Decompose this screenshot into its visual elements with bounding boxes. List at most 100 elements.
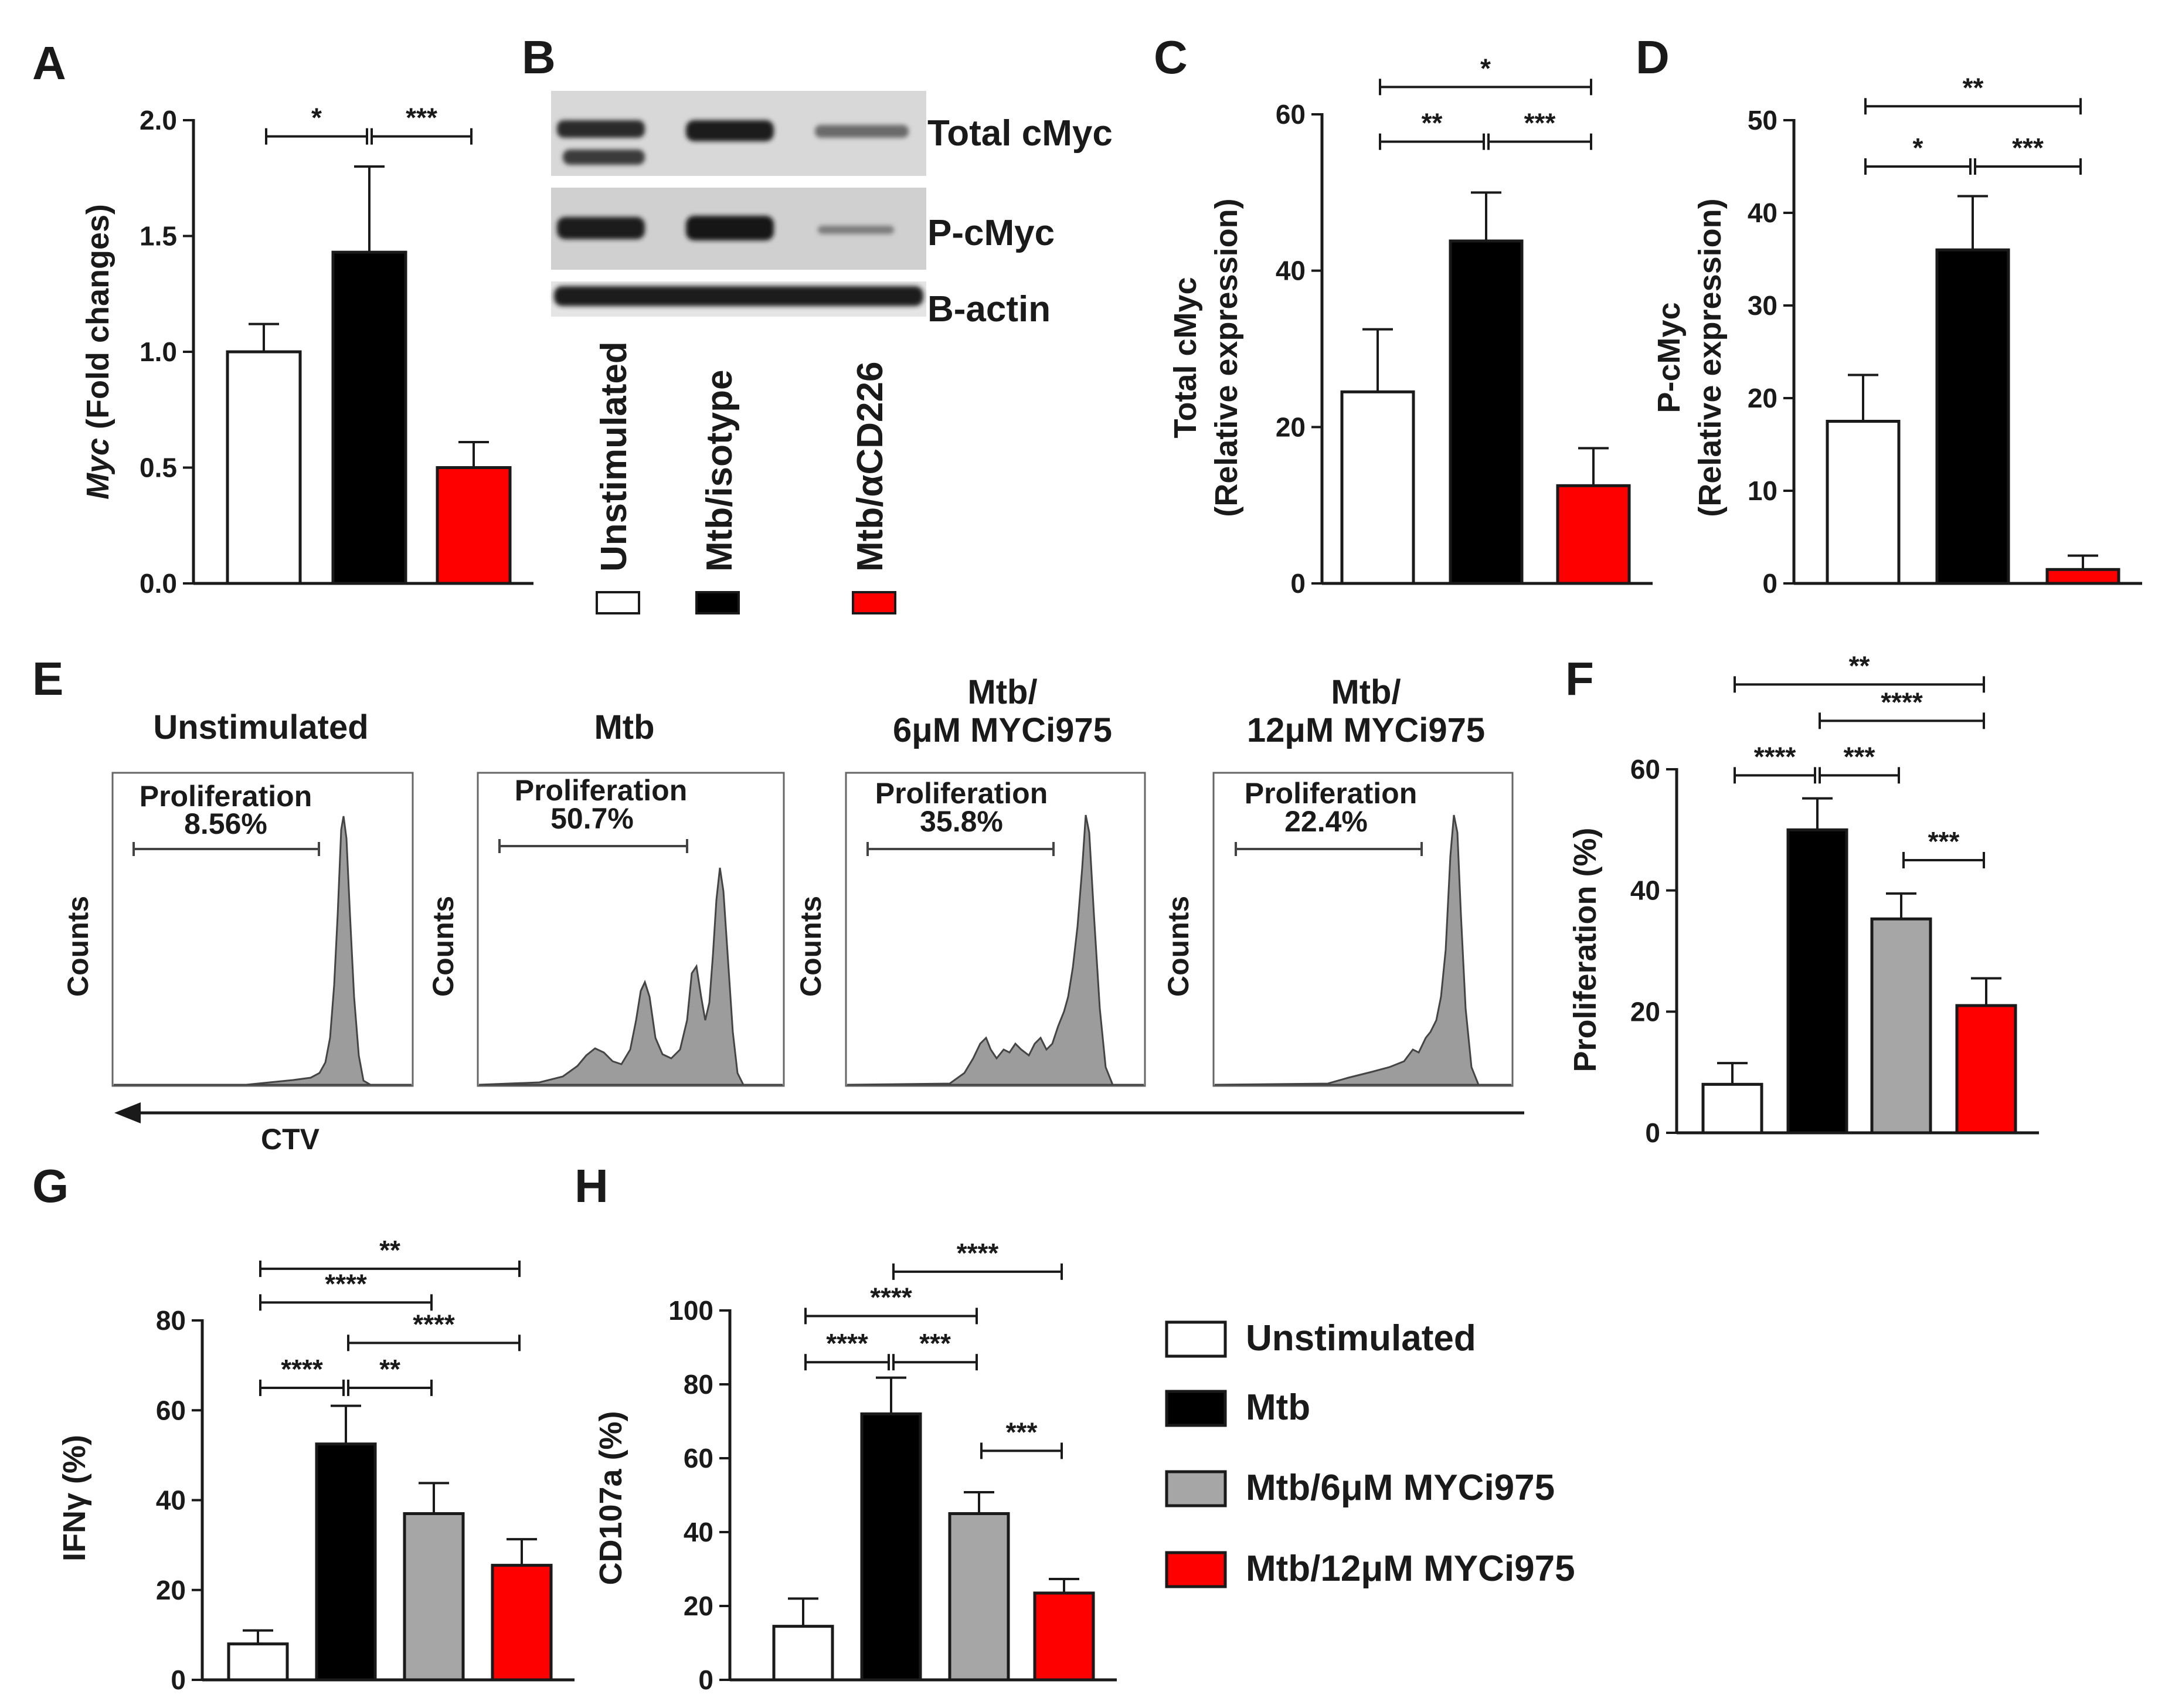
significance-label: *** xyxy=(1928,826,1960,857)
y-axis-label: IFNγ (%) xyxy=(57,1435,92,1561)
y-tick-label: 0 xyxy=(1290,568,1306,599)
significance-label: **** xyxy=(413,1309,455,1339)
flow-frame xyxy=(845,772,1146,1087)
flow-y-label: Counts xyxy=(1162,896,1195,997)
significance-label: * xyxy=(311,103,322,133)
y-tick-label: 50 xyxy=(1748,105,1777,135)
flow-frame xyxy=(1212,772,1514,1087)
y-tick-label: 40 xyxy=(1276,256,1306,286)
bar xyxy=(491,1564,553,1682)
y-tick-label: 40 xyxy=(1630,875,1660,906)
bar xyxy=(1786,828,1848,1135)
significance-label: * xyxy=(1480,53,1491,83)
y-tick-label: 60 xyxy=(1630,754,1660,785)
legend-label-mtb: Mtb xyxy=(1246,1387,1310,1428)
bar xyxy=(1701,1082,1763,1135)
blot-bands-total-cmyc xyxy=(557,120,909,165)
significance-label: *** xyxy=(1844,741,1875,772)
gate-label: Proliferation xyxy=(515,774,687,807)
bar xyxy=(1340,390,1415,585)
blot-bands-p-cmyc xyxy=(557,216,894,240)
significance-label: *** xyxy=(2012,133,2044,163)
flow-histogram-curve xyxy=(478,867,783,1086)
legend-swatch-mtb xyxy=(1165,1390,1227,1427)
flow-title-line: 6μM MYCi975 xyxy=(893,711,1112,749)
panel-letter-g: G xyxy=(32,1160,69,1212)
blot-label-total-cmyc: Total cMyc xyxy=(927,113,1113,154)
panel-letter-e: E xyxy=(32,653,63,705)
bar xyxy=(860,1412,922,1682)
blot-lane-unstimulated: Unstimulated xyxy=(594,341,634,572)
flow-panel-myc6: Mtb/ 6μM MYCi975 Proliferation 35.8% Cou… xyxy=(794,673,1146,1087)
bar xyxy=(772,1625,834,1682)
gate-percent: 8.56% xyxy=(184,807,267,840)
legend-label-myc6: Mtb/6μM MYCi975 xyxy=(1246,1468,1555,1508)
legend-label-unstimulated: Unstimulated xyxy=(1246,1318,1476,1359)
bar xyxy=(2045,568,2120,585)
gate-label: Proliferation xyxy=(875,777,1048,810)
y-tick-label: 30 xyxy=(1748,290,1777,321)
flow-histogram-curve xyxy=(847,814,1144,1086)
y-tick-label: 20 xyxy=(1630,996,1660,1027)
flow-panel-myc12: Mtb/ 12μM MYCi975 Proliferation 22.4% Co… xyxy=(1162,673,1514,1087)
blot-swatch-mtb-acd226 xyxy=(852,591,896,614)
flow-y-label: Counts xyxy=(427,896,460,997)
blot-bands-b-actin xyxy=(554,286,923,306)
blot-swatch-unstimulated xyxy=(596,591,640,614)
bar xyxy=(1449,239,1524,585)
y-tick-label: 20 xyxy=(1276,412,1306,442)
flow-panel-mtb: Mtb Proliferation 50.7% Counts xyxy=(427,708,785,1087)
gate-percent: 50.7% xyxy=(550,802,634,835)
y-axis-label: (Relative expression) xyxy=(1209,198,1244,517)
legend-swatch-myc12 xyxy=(1165,1551,1227,1588)
flow-histogram-curve xyxy=(1214,814,1511,1086)
significance-label: ** xyxy=(1422,108,1443,138)
y-tick-label: 1.0 xyxy=(140,337,177,367)
gate-label: Proliferation xyxy=(140,780,312,813)
bar xyxy=(403,1512,465,1682)
significance-label: *** xyxy=(1524,108,1556,138)
y-tick-label: 60 xyxy=(684,1443,713,1473)
western-blot: Total cMyc P-cMyc B-actin Unstimulated M… xyxy=(551,91,1113,614)
y-tick-label: 0.5 xyxy=(140,453,177,483)
panel-letter-h: H xyxy=(575,1160,609,1212)
significance-label: ** xyxy=(379,1235,400,1265)
bar xyxy=(1955,1004,2017,1135)
significance-label: ** xyxy=(1963,72,1984,103)
significance-label: **** xyxy=(957,1238,999,1268)
y-tick-label: 2.0 xyxy=(140,105,177,135)
gate-percent: 22.4% xyxy=(1284,805,1368,838)
y-tick-label: 60 xyxy=(1276,99,1306,130)
significance-label: *** xyxy=(406,103,437,133)
y-axis-label: CD107a (%) xyxy=(593,1411,628,1585)
gate-label: Proliferation xyxy=(1245,777,1417,810)
flow-title-line: Mtb/ xyxy=(1331,673,1401,711)
y-tick-label: 80 xyxy=(156,1305,186,1336)
ctv-arrow-head xyxy=(114,1102,141,1123)
flow-title-line: Unstimulated xyxy=(153,708,368,746)
legend-swatch-myc6 xyxy=(1165,1470,1227,1507)
blot-label-b-actin: B-actin xyxy=(927,289,1051,330)
flow-title-line: Mtb xyxy=(594,708,654,746)
legend-label-myc12: Mtb/12μM MYCi975 xyxy=(1246,1549,1575,1589)
flow-title-line: Mtb/ xyxy=(967,673,1037,711)
bar xyxy=(1935,248,2010,585)
bar xyxy=(1556,484,1631,585)
significance-label: **** xyxy=(325,1268,367,1299)
flow-histograms: Unstimulated Proliferation 8.56% Counts … xyxy=(62,673,1524,1156)
bar xyxy=(226,350,302,585)
y-tick-label: 0 xyxy=(171,1665,186,1695)
y-tick-label: 60 xyxy=(156,1395,186,1425)
legend: Unstimulated Mtb Mtb/6μM MYCi975 Mtb/12μ… xyxy=(1165,1318,1575,1589)
y-axis-label: (Relative expression) xyxy=(1692,198,1728,517)
y-tick-label: 0 xyxy=(1762,568,1777,599)
legend-swatch-unstimulated xyxy=(1165,1320,1227,1358)
blot-lane-mtb-acd226: Mtb/αCD226 xyxy=(850,362,891,572)
y-tick-label: 40 xyxy=(1748,198,1777,228)
significance-label: ** xyxy=(379,1354,400,1384)
